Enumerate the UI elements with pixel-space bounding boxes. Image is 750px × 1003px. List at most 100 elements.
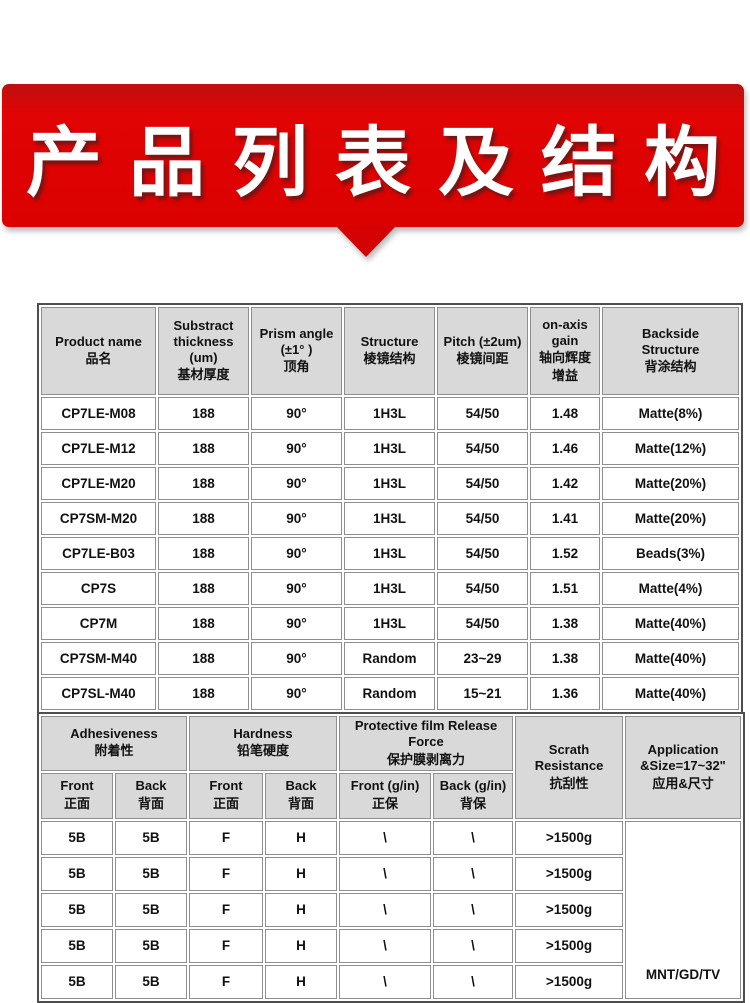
cell-thickness: 188 xyxy=(158,607,249,640)
header-zh-label: 附着性 xyxy=(94,743,134,759)
cell-structure: 1H3L xyxy=(344,607,435,640)
cell-release-front: \ xyxy=(339,820,431,855)
table-row: CP7LE-M20 188 90° 1H3L 54/50 1.42 Matte(20%) xyxy=(41,467,739,500)
cell-release-back: \ xyxy=(433,964,514,999)
table-row: CP7LE-M08 188 90° 1H3L 54/50 1.48 Matte(8%) xyxy=(41,397,739,430)
title-banner: 产品列表及结构 xyxy=(2,84,744,257)
cell-adhesiveness-back: 5B xyxy=(115,820,187,855)
subheader-back: Back 背面 xyxy=(265,772,337,819)
cell-thickness: 188 xyxy=(158,397,249,430)
cell-hardness-front: F xyxy=(189,928,263,963)
cell-hardness-front: F xyxy=(189,820,263,855)
cell-adhesiveness-front: 5B xyxy=(41,964,113,999)
header-zh-label: 背面 xyxy=(287,795,314,811)
header-adhesiveness: Adhesiveness 附着性 xyxy=(41,716,187,771)
header-en-label: Back xyxy=(285,778,317,794)
cell-thickness: 188 xyxy=(158,432,249,465)
cell-hardness-front: F xyxy=(189,964,263,999)
table-row: 5B 5B F H \ \ >1500g xyxy=(41,928,741,963)
cell-prism-angle: 90° xyxy=(251,572,342,605)
cell-release-back: \ xyxy=(433,820,514,855)
cell-release-back: \ xyxy=(433,892,514,927)
cell-thickness: 188 xyxy=(158,677,249,710)
cell-prism-angle: 90° xyxy=(251,677,342,710)
cell-backside: Matte(40%) xyxy=(602,607,739,640)
cell-gain: 1.38 xyxy=(530,642,600,675)
cell-structure: 1H3L xyxy=(344,467,435,500)
header-zh-label: 正面 xyxy=(212,795,239,811)
table-row: 5B 5B F H \ \ >1500g MNT/GD/TV xyxy=(41,820,742,999)
subheader-back: Back 背面 xyxy=(115,772,187,819)
header-product-name: Product name 品名 xyxy=(41,307,156,395)
cell-hardness-back: H xyxy=(265,820,337,855)
cell-backside: Matte(20%) xyxy=(602,467,739,500)
cell-adhesiveness-front: 5B xyxy=(41,820,113,855)
cell-gain: 1.36 xyxy=(530,677,600,710)
table1-header-row: Product name 品名 Substract thickness (um) 基… xyxy=(41,307,739,395)
header-prism-angle: Prism angle (±1° ) 顶角 xyxy=(251,307,342,395)
cell-hardness-back: H xyxy=(265,964,337,999)
cell-prism-angle: 90° xyxy=(251,537,342,570)
properties-table: Adhesiveness 附着性 Hardness 铅笔硬度 Protective … xyxy=(37,712,746,1003)
cell-release-back: \ xyxy=(433,856,514,891)
cell-adhesiveness-back: 5B xyxy=(115,964,187,999)
header-zh-label: 背面 xyxy=(137,795,164,811)
cell-structure: Random xyxy=(344,677,435,710)
subheader-front: Front 正面 xyxy=(189,772,263,819)
cell-backside: Matte(4%) xyxy=(602,572,739,605)
cell-pitch: 54/50 xyxy=(437,397,528,430)
cell-product-name: CP7LE-B03 xyxy=(41,537,156,570)
cell-backside: Matte(12%) xyxy=(602,432,739,465)
cell-backside: Matte(40%) xyxy=(602,677,739,710)
header-en-label: Back (g/in) xyxy=(439,778,507,794)
header-zh-label: 品名 xyxy=(85,351,112,367)
cell-prism-angle: 90° xyxy=(251,397,342,430)
cell-structure: 1H3L xyxy=(344,502,435,535)
table-row: CP7SM-M20 188 90° 1H3L 54/50 1.41 Matte(20%) xyxy=(41,502,739,535)
header-structure: Structure 棱镜结构 xyxy=(344,307,435,395)
cell-prism-angle: 90° xyxy=(251,642,342,675)
header-en-label: Prism angle (±1° ) xyxy=(259,325,334,357)
cell-release-front: \ xyxy=(339,856,431,891)
header-zh-label: 顶角 xyxy=(283,359,310,375)
cell-gain: 1.42 xyxy=(530,467,600,500)
cell-product-name: CP7M xyxy=(41,607,156,640)
cell-hardness-back: H xyxy=(265,892,337,927)
header-en-label: Back xyxy=(135,778,167,794)
cell-gain: 1.52 xyxy=(530,537,600,570)
header-zh-label: 棱镜间距 xyxy=(456,351,509,367)
banner-notch-pointer xyxy=(336,226,396,257)
header-zh-label: 背涂结构 xyxy=(644,359,697,375)
cell-pitch: 23~29 xyxy=(437,642,528,675)
header-zh-label: 轴向辉度增益 xyxy=(538,350,591,384)
table-row: CP7SL-M40 188 90° Random 15~21 1.36 Matte(40%) xyxy=(41,677,739,710)
header-zh-label: 棱镜结构 xyxy=(363,351,416,367)
cell-prism-angle: 90° xyxy=(251,467,342,500)
cell-pitch: 54/50 xyxy=(437,537,528,570)
header-pitch: Pitch (±2um) 棱镜间距 xyxy=(437,307,528,395)
subheader-back-gin: Back (g/in) 背保 xyxy=(433,772,514,819)
cell-scratch: >1500g xyxy=(515,856,624,891)
header-backside-structure: Backside Structure 背涂结构 xyxy=(602,307,739,395)
cell-scratch: >1500g xyxy=(515,928,624,963)
cell-structure: 1H3L xyxy=(344,537,435,570)
cell-thickness: 188 xyxy=(158,537,249,570)
cell-thickness: 188 xyxy=(158,467,249,500)
header-zh-label: 抗刮性 xyxy=(549,775,589,791)
table-row: 5B 5B F H \ \ >1500g xyxy=(41,892,741,927)
cell-pitch: 54/50 xyxy=(437,607,528,640)
cell-thickness: 188 xyxy=(158,502,249,535)
header-en-label: Front xyxy=(60,778,94,794)
cell-structure: 1H3L xyxy=(344,397,435,430)
cell-structure: Random xyxy=(344,642,435,675)
cell-prism-angle: 90° xyxy=(251,502,342,535)
header-en-label: Substract thickness (um) xyxy=(173,317,234,366)
cell-release-front: \ xyxy=(339,892,431,927)
cell-gain: 1.51 xyxy=(530,572,600,605)
cell-scratch: >1500g xyxy=(515,820,624,855)
cell-pitch: 54/50 xyxy=(437,432,528,465)
cell-backside: Beads(3%) xyxy=(602,537,739,570)
cell-thickness: 188 xyxy=(158,642,249,675)
cell-hardness-back: H xyxy=(265,856,337,891)
table-row: CP7S 188 90° 1H3L 54/50 1.51 Matte(4%) xyxy=(41,572,739,605)
